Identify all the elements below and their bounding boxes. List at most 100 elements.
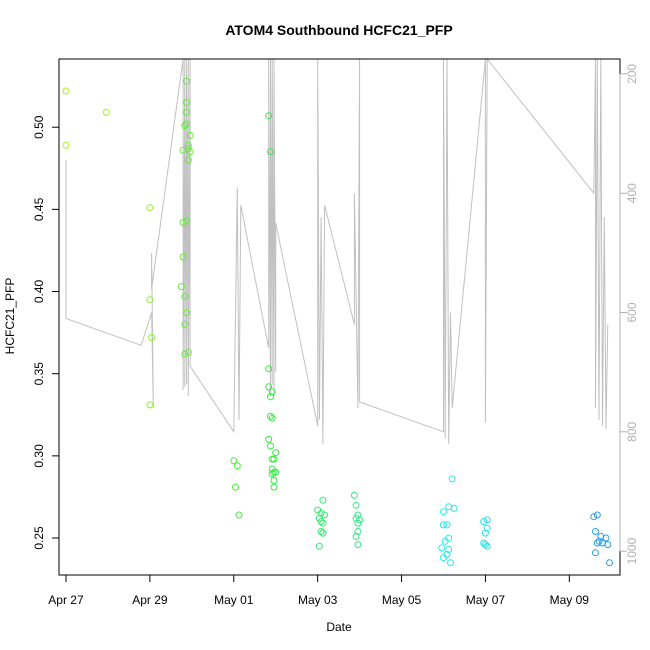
data-point [606,559,613,567]
y-tick-label: 0.50 [32,115,46,139]
data-point [593,539,601,547]
x-axis-label: Date [326,620,352,634]
data-point [181,350,189,358]
data-point [317,518,325,526]
data-point [270,455,278,463]
y-tick-label: 0.40 [32,279,46,303]
data-point [179,253,187,261]
data-point [319,529,327,537]
data-point [186,148,194,156]
data-point [481,529,489,537]
data-point [265,383,273,391]
data-point [177,283,185,291]
right-tick-label: 600 [625,302,639,322]
right-tick-label: 400 [625,183,639,203]
data-point [604,541,612,549]
data-point [448,475,456,483]
x-tick-label: May 05 [382,593,422,607]
data-point [183,309,191,317]
x-axis: Apr 27 Apr 29 May 01 May 03 May 05 May 07 May … [48,574,589,607]
x-tick-label: May 03 [298,593,338,607]
data-point [483,542,491,550]
data-point [268,414,276,422]
data-point [146,401,154,409]
data-point [590,513,598,521]
data-point [595,537,603,545]
y-axis: 0.25 0.30 0.35 0.40 0.45 0.50 [32,115,60,550]
data-point [183,77,191,85]
data-point [267,148,274,156]
data-point [321,511,329,519]
data-point [356,516,364,524]
y-tick-label: 0.45 [32,197,46,221]
data-point [233,462,241,470]
trace-line [65,57,609,444]
data-point [481,541,489,549]
data-point [438,544,446,552]
data-point [319,496,327,504]
data-point [440,508,447,516]
data-point [480,518,488,526]
data-point [354,541,362,549]
data-point [272,449,280,457]
data-point [183,120,191,128]
data-point [350,491,358,499]
data-point [62,141,70,149]
y-tick-label: 0.30 [32,444,46,468]
data-point [441,537,449,545]
data-point [602,534,610,542]
data-point [592,549,599,557]
right-tick-label: 1000 [625,537,639,564]
x-tick-label: May 07 [466,593,506,607]
data-point [146,296,154,304]
data-point [265,112,273,120]
data-point [265,435,273,443]
right-tick-label: 200 [625,64,639,84]
right-tick-label: 800 [625,421,639,441]
points-layer [62,77,613,567]
data-point [235,511,243,519]
data-point [267,412,274,420]
data-point [443,521,451,529]
data-point [317,528,325,535]
data-point [354,519,362,527]
data-point [352,514,360,522]
data-point [592,528,599,535]
data-point [447,559,454,567]
data-point [184,156,192,164]
data-point [483,524,491,532]
data-point [179,219,187,226]
data-point [230,457,238,465]
data-point [352,501,360,509]
data-point [317,509,325,517]
data-point [450,504,458,512]
y-tick-label: 0.35 [32,362,46,386]
data-point [102,108,110,116]
x-tick-label: May 01 [214,593,254,607]
data-point [62,87,70,95]
plot-frame [58,58,621,576]
data-point [181,293,189,300]
data-point [265,365,273,373]
data-point [443,551,451,558]
data-point [593,511,601,519]
data-point [315,514,323,522]
data-point [148,334,156,341]
data-point [354,511,362,519]
data-point [181,320,189,328]
data-point [268,388,276,396]
data-point [272,468,280,476]
data-point [354,528,362,535]
y-tick-label: 0.25 [32,526,46,550]
data-point [267,393,274,401]
data-point [232,483,239,491]
data-point [186,131,194,139]
data-point [268,470,276,478]
data-point [319,519,327,527]
x-tick-label: Apr 27 [48,593,84,607]
x-tick-label: Apr 29 [132,593,168,607]
data-point [184,141,192,149]
data-point [314,506,322,514]
y-axis-label: HCFC21_PFP [3,278,17,355]
